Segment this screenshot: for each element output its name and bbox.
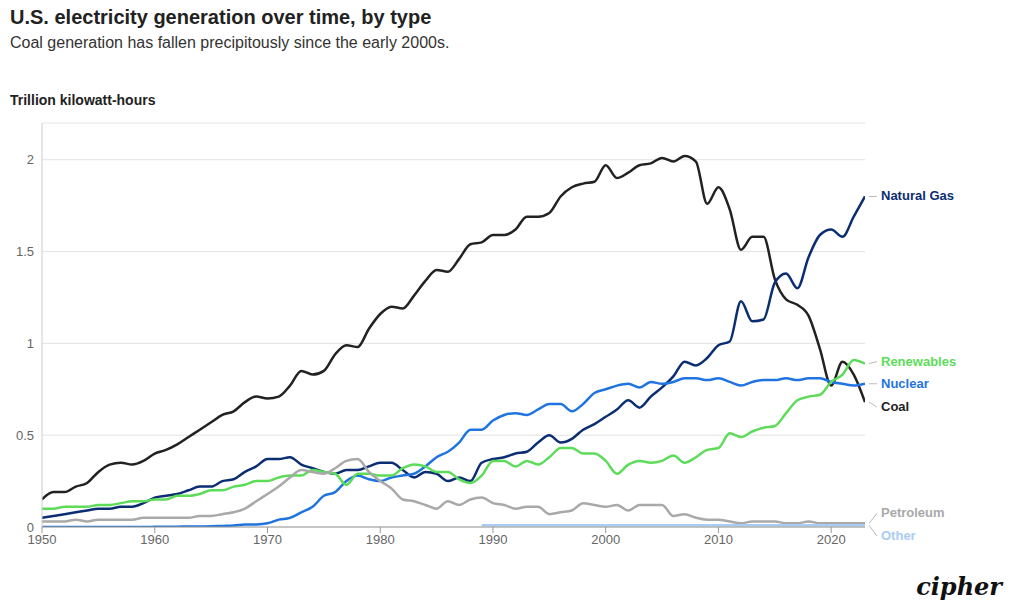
svg-text:1970: 1970 — [253, 532, 282, 547]
svg-text:2000: 2000 — [591, 532, 620, 547]
svg-text:1950: 1950 — [27, 532, 57, 548]
svg-text:0.5: 0.5 — [16, 428, 34, 443]
svg-text:Petroleum: Petroleum — [881, 505, 945, 520]
svg-text:1990: 1990 — [478, 532, 507, 547]
html-text:Coal generation has fallen pre: Coal generation has fallen precipitously… — [10, 34, 450, 51]
svg-text:2: 2 — [27, 152, 34, 167]
html-text:cipher: cipher — [916, 572, 1002, 601]
svg-text:Coal: Coal — [881, 399, 909, 414]
svg-text:Natural Gas: Natural Gas — [881, 188, 954, 203]
html-text:U.S. electricity generation ov: U.S. electricity generation over time, b… — [10, 6, 432, 28]
svg-text:2010: 2010 — [704, 532, 733, 547]
svg-text:0: 0 — [27, 520, 34, 535]
svg-text:1980: 1980 — [366, 532, 395, 547]
svg-text:1960: 1960 — [140, 532, 169, 547]
svg-text:Other: Other — [881, 528, 916, 543]
svg-text:Nuclear: Nuclear — [881, 376, 929, 391]
svg-text:2020: 2020 — [817, 532, 846, 547]
svg-text:Renewables: Renewables — [881, 354, 956, 369]
html-text:Trillion kilowatt-hours: Trillion kilowatt-hours — [10, 92, 156, 108]
svg-text:1.5: 1.5 — [16, 244, 34, 259]
svg-text:1: 1 — [27, 336, 34, 351]
